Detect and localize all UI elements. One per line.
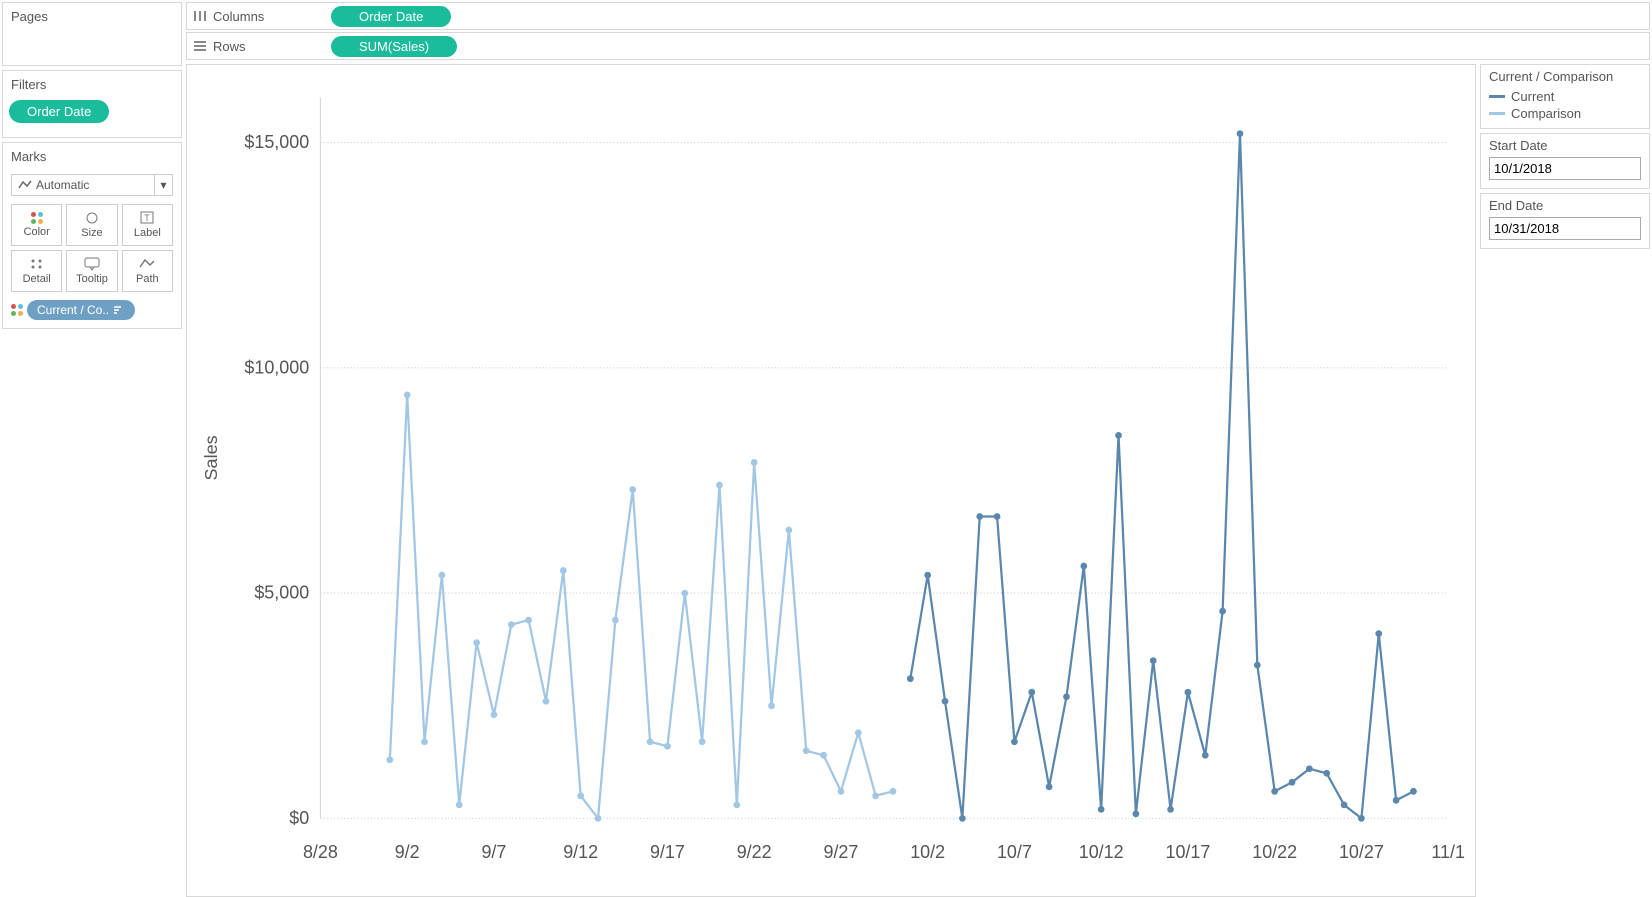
- svg-text:10/27: 10/27: [1339, 842, 1384, 862]
- rows-shelf[interactable]: Rows SUM(Sales): [186, 32, 1650, 60]
- svg-text:10/22: 10/22: [1252, 842, 1297, 862]
- mark-type-dropdown[interactable]: Automatic ▾: [11, 174, 173, 196]
- marks-label-button[interactable]: T Label: [122, 204, 173, 246]
- marks-tooltip-button[interactable]: Tooltip: [66, 250, 117, 292]
- svg-text:10/17: 10/17: [1165, 842, 1210, 862]
- chevron-down-icon: ▾: [154, 175, 172, 195]
- color-legend[interactable]: Current / Comparison Current Comparison: [1480, 64, 1650, 129]
- filter-pill-order-date[interactable]: Order Date: [9, 100, 109, 123]
- start-date-parameter: Start Date: [1480, 133, 1650, 189]
- pages-shelf[interactable]: Pages: [2, 2, 182, 66]
- columns-icon: [193, 10, 207, 22]
- chart-area[interactable]: $0 $5,000 $10,000 $15,000 Sales 8/28 9/2 9/7 9/1…: [186, 64, 1476, 897]
- end-date-parameter: End Date: [1480, 193, 1650, 249]
- color-pill-current-comparison[interactable]: Current / Co..: [27, 300, 135, 320]
- tooltip-icon: [83, 257, 101, 271]
- svg-text:10/7: 10/7: [997, 842, 1032, 862]
- columns-pill-order-date[interactable]: Order Date: [331, 6, 451, 27]
- svg-text:$15,000: $15,000: [244, 132, 309, 152]
- label-icon: T: [138, 211, 156, 225]
- sort-icon: [113, 305, 125, 315]
- svg-text:9/27: 9/27: [823, 842, 858, 862]
- filters-shelf[interactable]: Filters Order Date: [2, 70, 182, 138]
- svg-text:9/2: 9/2: [395, 842, 420, 862]
- legend-item-current[interactable]: Current: [1489, 88, 1641, 105]
- legend-swatch: [1489, 95, 1505, 98]
- svg-text:8/28: 8/28: [303, 842, 338, 862]
- legend-swatch: [1489, 112, 1505, 115]
- pages-title: Pages: [3, 3, 181, 30]
- svg-text:9/7: 9/7: [481, 842, 506, 862]
- marks-title: Marks: [3, 143, 181, 170]
- rows-pill-sum-sales[interactable]: SUM(Sales): [331, 36, 457, 57]
- svg-text:Sales: Sales: [201, 435, 221, 480]
- marks-color-button[interactable]: Color: [11, 204, 62, 246]
- columns-shelf[interactable]: Columns Order Date: [186, 2, 1650, 30]
- size-icon: [83, 211, 101, 225]
- svg-text:10/12: 10/12: [1079, 842, 1124, 862]
- legend-item-comparison[interactable]: Comparison: [1489, 105, 1641, 122]
- rows-icon: [193, 40, 207, 52]
- svg-text:10/2: 10/2: [910, 842, 945, 862]
- svg-text:$5,000: $5,000: [254, 583, 309, 603]
- marks-path-button[interactable]: Path: [122, 250, 173, 292]
- detail-icon: [28, 257, 46, 271]
- marks-size-button[interactable]: Size: [66, 204, 117, 246]
- line-icon: [18, 179, 32, 191]
- svg-text:11/1: 11/1: [1431, 842, 1465, 862]
- start-date-input[interactable]: [1489, 157, 1641, 180]
- svg-text:9/17: 9/17: [650, 842, 685, 862]
- svg-text:$10,000: $10,000: [244, 357, 309, 377]
- sales-line-chart: $0 $5,000 $10,000 $15,000 Sales 8/28 9/2 9/7 9/1…: [197, 75, 1465, 886]
- filters-title: Filters: [3, 71, 181, 98]
- svg-text:T: T: [145, 213, 151, 223]
- end-date-input[interactable]: [1489, 217, 1641, 240]
- marks-detail-button[interactable]: Detail: [11, 250, 62, 292]
- svg-text:9/22: 9/22: [737, 842, 772, 862]
- marks-card: Marks Automatic ▾ Color Size T Label: [2, 142, 182, 329]
- svg-text:9/12: 9/12: [563, 842, 598, 862]
- path-icon: [138, 257, 156, 271]
- color-icon: [31, 212, 43, 224]
- svg-text:$0: $0: [289, 808, 309, 828]
- legend-title: Current / Comparison: [1489, 69, 1641, 84]
- color-icon: [11, 304, 23, 316]
